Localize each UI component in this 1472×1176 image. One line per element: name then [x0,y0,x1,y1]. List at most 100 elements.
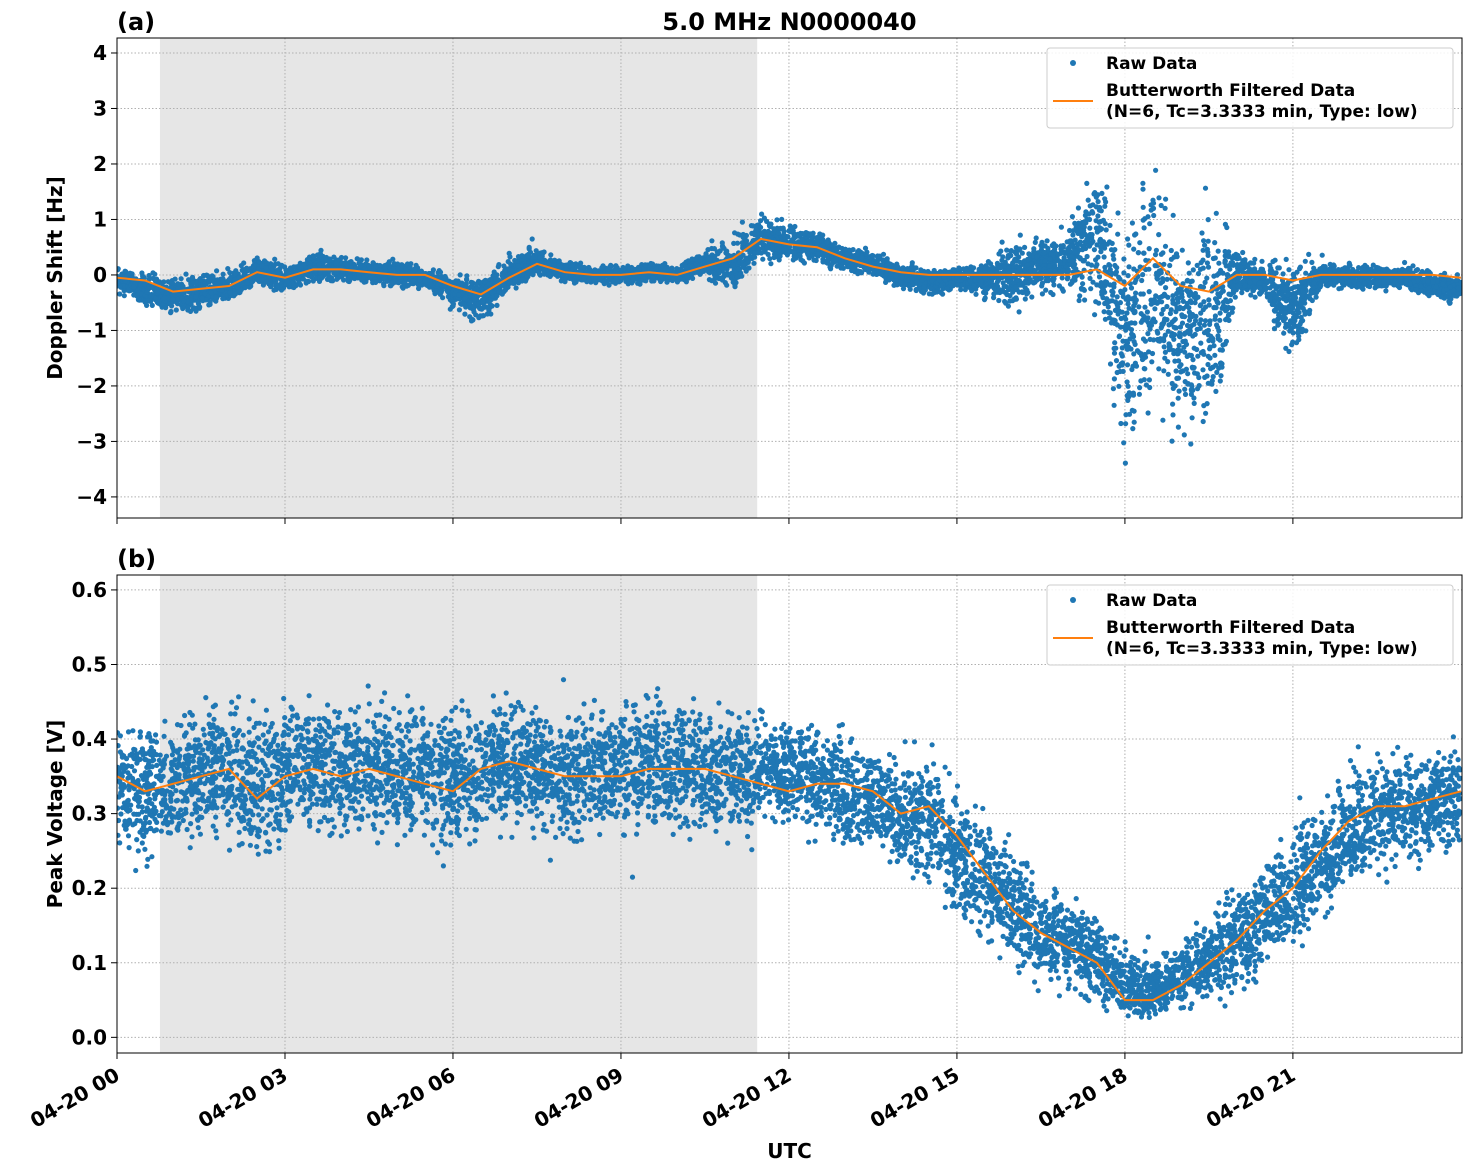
raw-point [190,280,195,285]
raw-point [262,258,267,263]
raw-point [735,275,740,280]
raw-point [128,271,133,276]
raw-point [552,258,557,263]
raw-point [570,262,575,267]
raw-point [806,252,811,257]
raw-point [877,254,882,259]
raw-point [557,258,562,263]
raw-point [1026,251,1031,256]
raw-point [348,274,353,279]
raw-point [716,249,721,254]
raw-point [542,272,547,277]
raw-point [920,277,925,282]
raw-point [298,282,303,287]
raw-point [181,298,186,303]
raw-point [368,275,373,280]
raw-point [741,232,746,237]
raw-point [311,278,316,283]
raw-point [690,256,695,261]
raw-point [1051,282,1056,287]
raw-point [709,278,714,283]
raw-point [626,281,631,286]
raw-point [243,285,248,290]
raw-point [183,272,188,277]
raw-point [1014,297,1019,302]
raw-point [723,250,728,255]
raw-point [277,285,282,290]
raw-point [888,272,893,277]
raw-point [122,293,127,298]
raw-point [849,261,854,266]
raw-point [387,259,392,264]
raw-point [408,265,413,270]
raw-point [716,269,721,274]
raw-point [469,281,474,286]
raw-point [973,292,978,297]
raw-point [814,258,819,263]
raw-point [1023,296,1028,301]
raw-point [759,212,764,217]
raw-point [171,297,176,302]
raw-point [631,266,636,271]
raw-point [791,257,796,262]
raw-point [851,267,856,272]
raw-point [334,277,339,282]
raw-point [345,262,350,267]
raw-point [825,257,830,262]
raw-point [185,307,190,312]
raw-point [245,280,250,285]
raw-point [779,217,784,222]
raw-point [301,276,306,281]
raw-point [219,288,224,293]
raw-point [991,295,996,300]
raw-point [1013,249,1018,254]
raw-point [362,280,367,285]
raw-point [789,237,794,242]
raw-point [162,295,167,300]
raw-point [913,265,918,270]
raw-point [983,295,988,300]
raw-point [955,282,960,287]
raw-point [791,250,796,255]
raw-point [709,238,714,243]
raw-point [436,270,441,275]
raw-point [464,277,469,282]
raw-point [602,281,607,286]
raw-point [115,267,120,272]
raw-point [908,287,913,292]
raw-point [494,303,499,308]
raw-point [367,264,372,269]
raw-point [467,314,472,319]
raw-point [744,256,749,261]
raw-point [593,279,598,284]
raw-point [709,246,714,251]
raw-point [937,277,942,282]
raw-point [525,270,530,275]
raw-point [378,263,383,268]
raw-point [213,281,218,286]
raw-point [1034,235,1039,240]
raw-point [798,257,803,262]
raw-point [951,267,956,272]
raw-point [508,262,513,267]
raw-point [527,245,532,250]
raw-point [487,305,492,310]
raw-point [968,279,973,284]
raw-point [190,275,195,280]
raw-point [235,285,240,290]
raw-point [462,296,467,301]
raw-point [660,263,665,268]
raw-point [720,240,725,245]
raw-point [318,248,323,253]
raw-point [417,277,422,282]
raw-point [989,276,994,281]
raw-point [608,263,613,268]
raw-point [324,258,329,263]
raw-point [752,232,757,237]
raw-point [322,270,327,275]
raw-point [563,276,568,281]
raw-point [978,282,983,287]
raw-point [792,246,797,251]
raw-point [547,261,552,266]
raw-point [859,270,864,275]
